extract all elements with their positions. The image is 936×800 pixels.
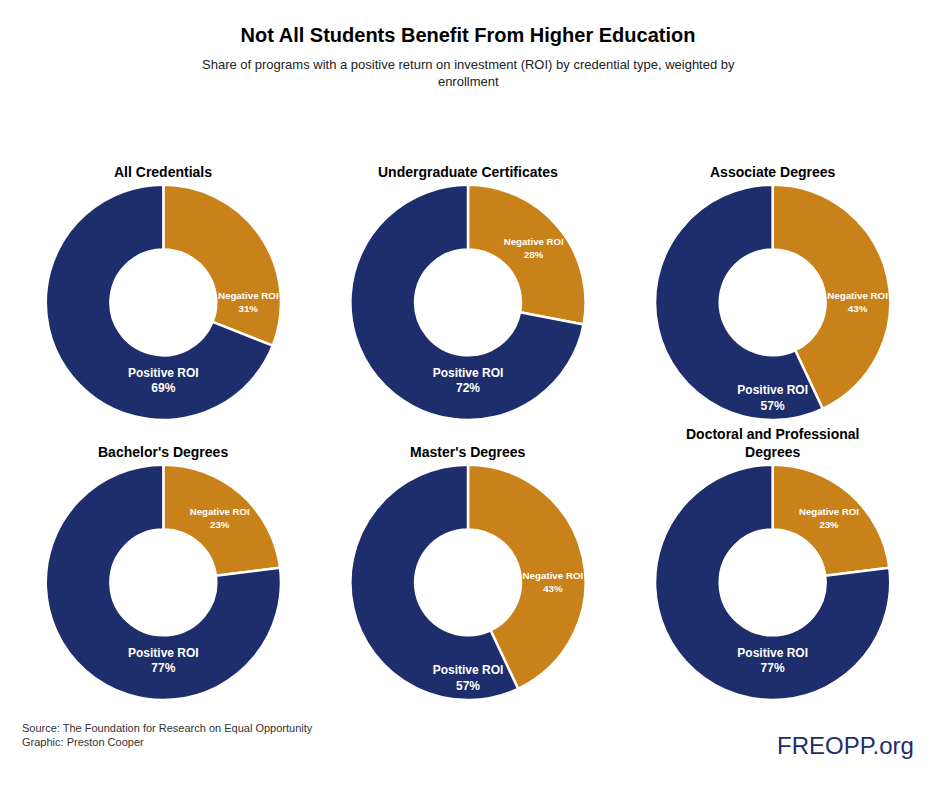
svg-text:Negative ROI31%: Negative ROI31% — [218, 290, 279, 314]
svg-text:Doctoral and ProfessionalDegre: Doctoral and ProfessionalDegrees — [686, 426, 859, 460]
svg-text:Negative ROI43%: Negative ROI43% — [523, 570, 584, 594]
svg-text:Positive ROI69%: Positive ROI69% — [128, 366, 199, 396]
svg-text:Share of programs with a posit: Share of programs with a positive return… — [202, 57, 735, 89]
svg-text:Negative ROI28%: Negative ROI28% — [504, 236, 564, 260]
svg-text:Negative ROI23%: Negative ROI23% — [190, 506, 250, 530]
svg-text:Source: The Foundation for Res: Source: The Foundation for Research on E… — [22, 722, 313, 748]
svg-text:Positive ROI72%: Positive ROI72% — [433, 366, 504, 396]
svg-text:All Credentials: All Credentials — [114, 164, 212, 180]
svg-text:Undergraduate Certificates: Undergraduate Certificates — [378, 164, 558, 180]
svg-text:Positive ROI57%: Positive ROI57% — [737, 383, 808, 413]
svg-text:Positive ROI77%: Positive ROI77% — [737, 646, 808, 676]
svg-text:Associate Degrees: Associate Degrees — [710, 164, 836, 180]
svg-text:Positive ROI57%: Positive ROI57% — [433, 663, 504, 693]
svg-text:Master's Degrees: Master's Degrees — [410, 444, 526, 460]
svg-text:Negative ROI43%: Negative ROI43% — [827, 290, 888, 314]
svg-text:Positive ROI77%: Positive ROI77% — [128, 646, 199, 676]
svg-text:Not All Students Benefit From: Not All Students Benefit From Higher Edu… — [241, 24, 696, 46]
svg-text:Bachelor's Degrees: Bachelor's Degrees — [98, 444, 228, 460]
svg-text:Negative ROI23%: Negative ROI23% — [799, 506, 859, 530]
svg-text:FREOPP.org: FREOPP.org — [777, 732, 914, 759]
